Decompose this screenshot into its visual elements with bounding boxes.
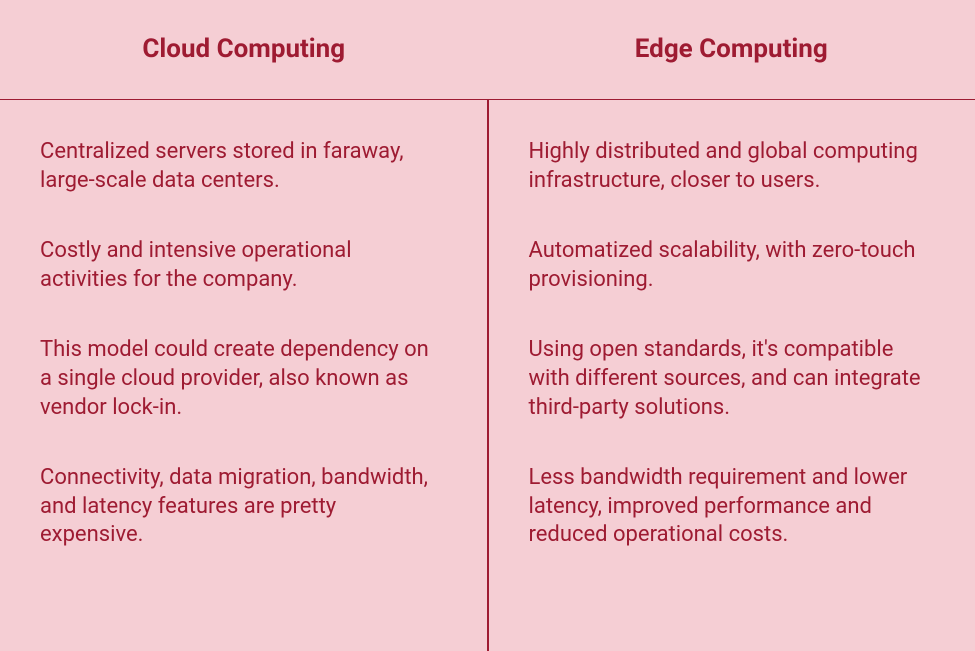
list-item: Using open standards, it's compatible wi… bbox=[529, 336, 926, 422]
list-item: Costly and intensive operational activit… bbox=[40, 237, 437, 294]
list-item: Connectivity, data migration, bandwidth,… bbox=[40, 464, 437, 550]
list-item: Centralized servers stored in faraway, l… bbox=[40, 138, 437, 195]
header-row: Cloud Computing Edge Computing bbox=[0, 0, 975, 100]
column-header-cloud: Cloud Computing bbox=[0, 0, 488, 99]
column-body-edge: Highly distributed and global computing … bbox=[489, 100, 975, 651]
list-item: This model could create dependency on a … bbox=[40, 336, 437, 422]
list-item: Highly distributed and global computing … bbox=[529, 138, 926, 195]
column-header-edge: Edge Computing bbox=[488, 0, 975, 99]
comparison-table: Cloud Computing Edge Computing Centraliz… bbox=[0, 0, 975, 651]
column-body-cloud: Centralized servers stored in faraway, l… bbox=[0, 100, 489, 651]
column-title: Cloud Computing bbox=[142, 34, 345, 64]
body-row: Centralized servers stored in faraway, l… bbox=[0, 100, 975, 651]
list-item: Automatized scalability, with zero-touch… bbox=[529, 237, 926, 294]
list-item: Less bandwidth requirement and lower lat… bbox=[529, 464, 926, 550]
column-title: Edge Computing bbox=[635, 34, 828, 64]
